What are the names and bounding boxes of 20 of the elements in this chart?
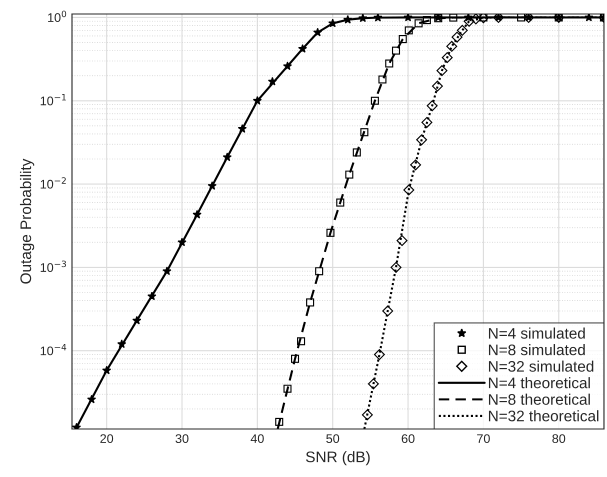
- y-tick-label: 10$^{−2}$: [40, 177, 66, 189]
- y-tick-label: 10$^{0}$: [48, 10, 66, 22]
- legend-label: N=32 simulated: [488, 360, 594, 372]
- legend-label: N=8 theoretical: [488, 394, 590, 405]
- x-tick-label: 70: [477, 434, 490, 444]
- x-tick-label: 30: [176, 434, 188, 444]
- x-tick-label: 20: [100, 434, 114, 444]
- x-tick-label: 60: [402, 434, 415, 444]
- x-axis-title: SNR (dB): [306, 451, 370, 466]
- y-axis-title: Outage Probability: [20, 158, 34, 284]
- y-tick-label: 10$^{−1}$: [40, 94, 66, 106]
- legend-label: N=4 simulated: [488, 328, 585, 339]
- x-tick-label: 80: [552, 434, 566, 444]
- y-tick-label: 10$^{−3}$: [40, 260, 66, 272]
- legend-label: N=32 theoretical: [488, 410, 598, 422]
- x-tick-label: 40: [250, 434, 264, 444]
- y-tick-label: 10$^{−4}$: [40, 344, 66, 356]
- legend-label: N=8 simulated: [488, 344, 585, 356]
- x-tick-label: 50: [326, 434, 340, 444]
- legend-label: N=4 theoretical: [488, 377, 590, 388]
